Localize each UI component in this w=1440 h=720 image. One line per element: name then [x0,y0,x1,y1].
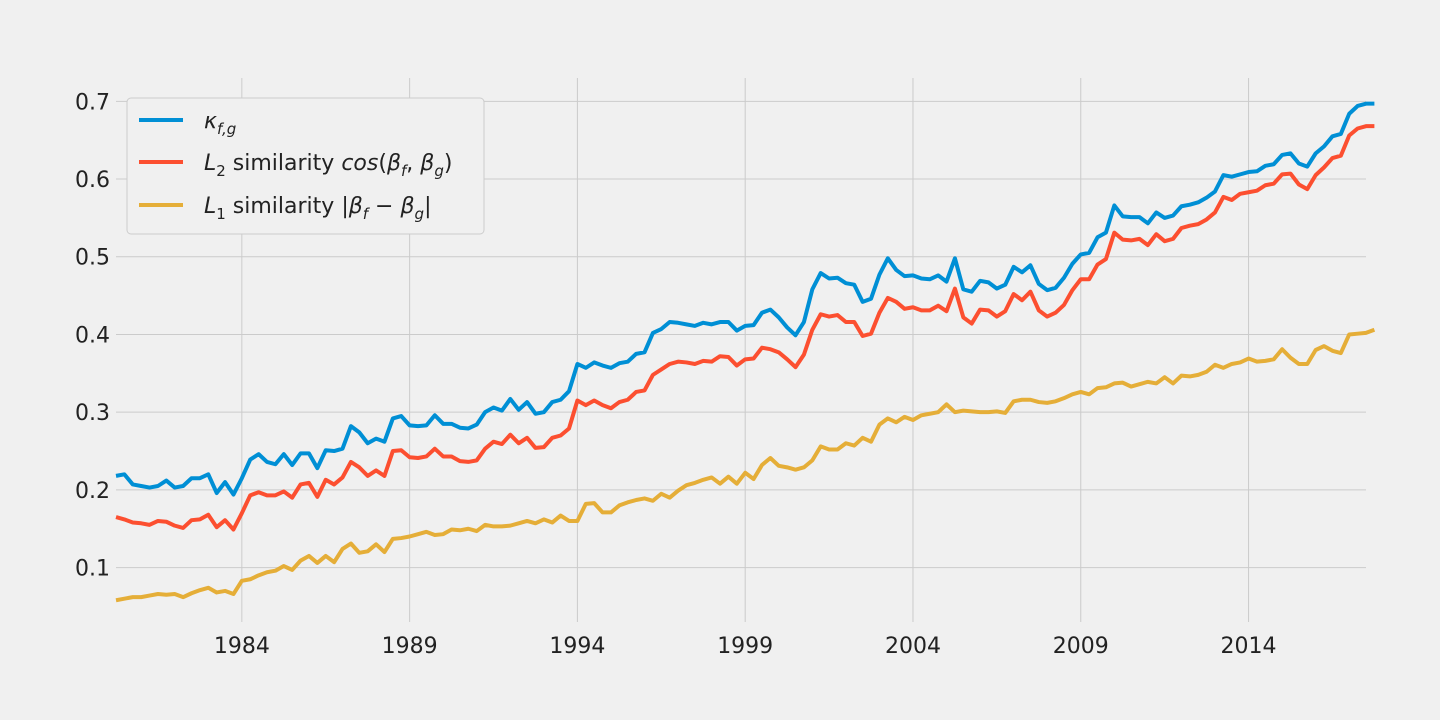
x-tick-label: 1994 [549,634,605,659]
x-tick-label: 1999 [717,634,773,659]
legend: κf,g L2 similarity cos(βf, βg) L1 simila… [126,97,485,235]
x-tick-label: 2014 [1221,634,1277,659]
legend-label-l2: L2 similarity cos(βf, βg) [204,151,452,180]
legend-kappa-symbol: κ [204,109,217,134]
series-l1-line [115,327,1376,603]
y-tick-label: 0.3 [75,401,110,426]
x-tick-label: 2009 [1053,634,1109,659]
series-kappa-line [115,101,1375,497]
legend-label-l1: L1 similarity |βf − βg| [204,194,431,223]
y-tick-label: 0.7 [75,90,110,115]
y-axis-ticks: 0.1 0.2 0.3 0.4 0.5 0.6 0.7 [75,90,110,581]
x-tick-label: 2004 [885,634,941,659]
y-tick-label: 0.1 [75,557,110,582]
y-tick-label: 0.4 [75,323,110,348]
x-tick-label: 1989 [382,634,438,659]
legend-label-kappa: κf,g [204,109,236,138]
series-l2-line [115,124,1375,532]
legend-box [126,97,485,235]
y-tick-label: 0.5 [75,246,110,271]
legend-kappa-subscript: f,g [217,120,236,138]
y-tick-label: 0.2 [75,479,110,504]
y-tick-label: 0.6 [75,168,110,193]
x-tick-label: 1984 [214,634,270,659]
series-group [115,101,1376,603]
x-axis-ticks: 1984 1989 1994 1999 2004 2009 2014 [214,634,1277,659]
